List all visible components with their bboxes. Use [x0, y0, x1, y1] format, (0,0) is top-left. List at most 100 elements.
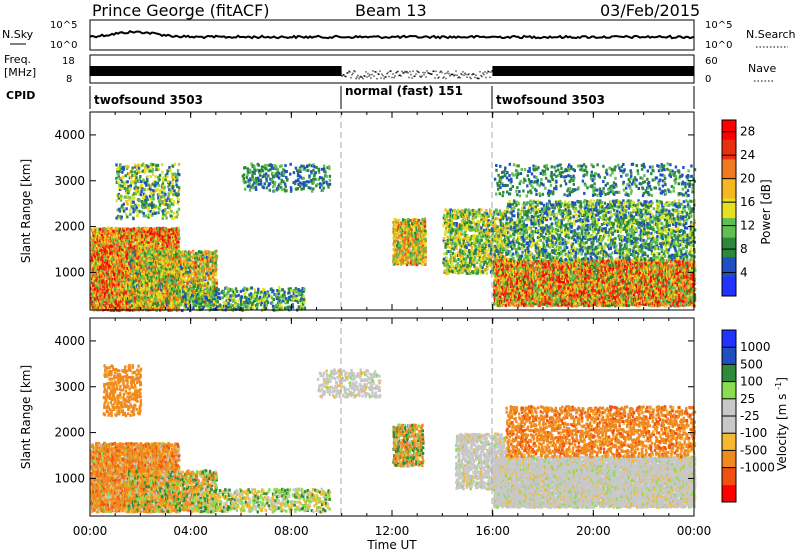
range-gate-cell — [145, 260, 148, 264]
range-gate-cell — [156, 232, 159, 236]
range-gate-cell — [141, 293, 145, 297]
range-gate-cell — [114, 226, 117, 230]
range-gate-cell — [111, 236, 114, 239]
range-gate-cell — [144, 292, 147, 296]
range-gate-cell — [164, 230, 167, 234]
range-gate-cell — [148, 254, 151, 258]
range-gate-cell — [91, 250, 94, 254]
range-gate-cell — [128, 228, 131, 232]
range-gate-cell — [172, 262, 175, 266]
range-gate-cell — [119, 305, 122, 308]
range-gate-cell — [122, 259, 125, 263]
range-gate-cell — [120, 285, 123, 289]
range-gate-cell — [90, 307, 93, 311]
range-gate-cell — [116, 294, 119, 298]
range-gate-cell — [117, 180, 120, 184]
range-gate-cell — [130, 258, 133, 262]
range-gate-cell — [124, 212, 128, 216]
range-gate-cell — [145, 201, 148, 205]
range-gate-cell — [126, 256, 129, 260]
range-gate-cell — [115, 284, 118, 288]
range-gate-cell — [147, 300, 150, 304]
range-gate-cell — [118, 207, 121, 211]
range-gate-cell — [132, 207, 135, 211]
range-gate-cell — [105, 244, 108, 248]
range-gate-cell — [121, 252, 124, 256]
range-gate-cell — [98, 236, 101, 240]
range-gate-cell — [125, 243, 128, 247]
range-gate-cell — [121, 264, 124, 268]
range-gate-cell — [130, 269, 134, 273]
range-gate-cell — [131, 279, 134, 283]
range-gate-cell — [168, 231, 171, 235]
range-gate-cell — [114, 300, 117, 303]
range-gate-cell — [118, 273, 121, 277]
range-gate-cell — [168, 246, 171, 250]
range-gate-cell — [92, 309, 96, 313]
date-title: 03/Feb/2015 — [600, 1, 700, 20]
range-gate-cell — [144, 262, 148, 266]
range-gate-cell — [146, 297, 149, 301]
range-gate-cell — [104, 235, 107, 239]
range-gate-cell — [110, 227, 113, 230]
range-gate-cell — [135, 268, 138, 272]
range-gate-cell — [108, 233, 112, 237]
range-gate-cell — [108, 242, 111, 245]
range-gate-cell — [144, 264, 148, 268]
range-gate-cell — [124, 174, 127, 178]
range-gate-cell — [128, 271, 131, 275]
range-gate-cell — [174, 240, 177, 244]
range-gate-cell — [106, 251, 109, 255]
range-gate-cell — [116, 248, 119, 252]
range-gate-cell — [97, 288, 100, 292]
range-gate-cell — [169, 257, 173, 261]
range-gate-cell — [124, 273, 127, 277]
range-gate-cell — [148, 234, 151, 238]
range-gate-cell — [133, 270, 136, 274]
nsky-label: N.Sky — [2, 28, 34, 41]
range-gate-cell — [145, 280, 148, 284]
range-gate-cell — [119, 276, 122, 280]
range-gate-cell — [103, 254, 106, 258]
range-gate-cell — [142, 178, 145, 182]
range-gate-cell — [146, 234, 149, 238]
range-gate-cell — [122, 202, 125, 206]
range-gate-cell — [125, 294, 128, 298]
range-gate-cell — [114, 292, 117, 296]
range-gate-cell — [96, 276, 99, 280]
range-gate-cell — [138, 285, 141, 289]
range-gate-cell — [138, 295, 141, 299]
range-gate-cell — [129, 187, 132, 191]
range-gate-cell — [146, 187, 149, 191]
range-gate-cell — [110, 244, 113, 248]
range-gate-cell — [93, 274, 96, 278]
range-gate-cell — [167, 239, 170, 243]
range-gate-cell — [100, 243, 104, 247]
range-gate-cell — [95, 278, 98, 282]
range-gate-cell — [112, 246, 115, 250]
range-gate-cell — [107, 306, 110, 310]
range-gate-cell — [122, 289, 126, 293]
range-gate-cell — [128, 208, 132, 212]
range-gate-cell — [170, 276, 174, 280]
range-gate-cell — [143, 188, 146, 192]
range-gate-cell — [104, 272, 107, 276]
range-gate-cell — [170, 274, 173, 278]
range-gate-cell — [113, 255, 117, 259]
range-gate-cell — [142, 302, 146, 306]
range-gate-cell — [121, 248, 124, 252]
range-gate-cell — [166, 247, 169, 250]
range-gate-cell — [151, 229, 154, 233]
range-gate-cell — [140, 246, 143, 250]
range-gate-cell — [116, 236, 119, 240]
range-gate-cell — [134, 260, 138, 264]
nsky-tick-left-top: 10^5 — [50, 20, 77, 31]
range-gate-cell — [152, 189, 155, 193]
range-gate-cell — [154, 227, 157, 231]
range-gate-cell — [133, 257, 136, 260]
cpid-label: CPID — [6, 89, 35, 102]
range-gate-cell — [96, 259, 99, 262]
range-gate-cell — [133, 250, 137, 254]
range-gate-cell — [150, 231, 153, 235]
